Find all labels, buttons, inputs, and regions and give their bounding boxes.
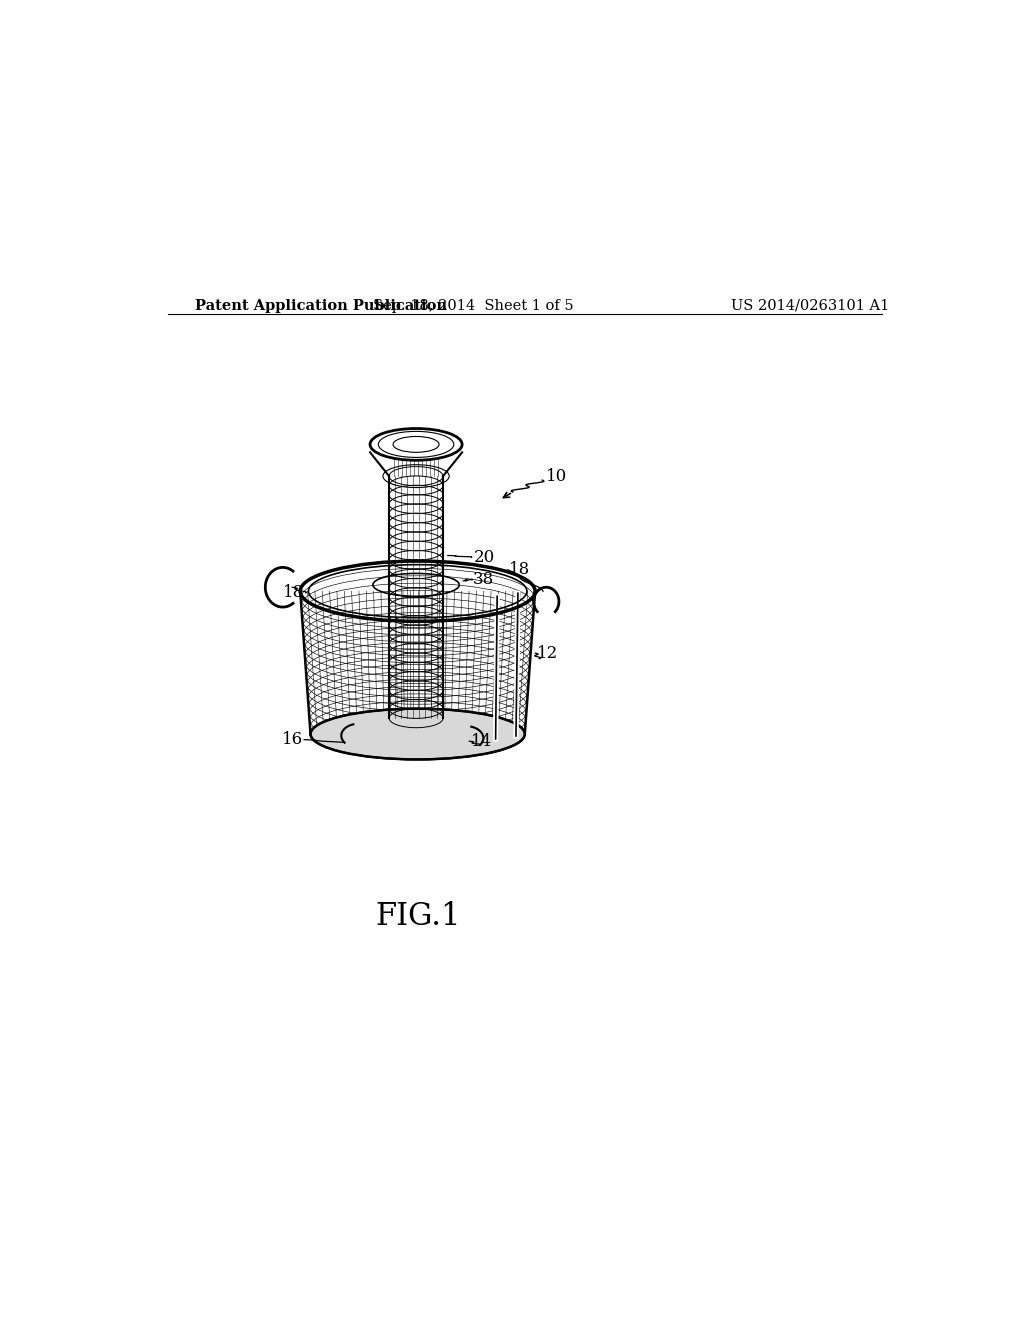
Text: US 2014/0263101 A1: US 2014/0263101 A1 (731, 298, 890, 313)
Ellipse shape (370, 429, 462, 461)
Text: 10: 10 (546, 467, 567, 484)
Text: Patent Application Publication: Patent Application Publication (196, 298, 447, 313)
Text: 14: 14 (471, 733, 493, 750)
Text: 18: 18 (509, 561, 530, 578)
Text: Sep. 18, 2014  Sheet 1 of 5: Sep. 18, 2014 Sheet 1 of 5 (373, 298, 573, 313)
Ellipse shape (310, 709, 524, 759)
Text: 12: 12 (537, 644, 558, 661)
Text: 16: 16 (282, 731, 303, 748)
Text: 20: 20 (474, 549, 496, 565)
Text: 18: 18 (283, 585, 304, 602)
Text: 38: 38 (473, 570, 495, 587)
Text: FIG.1: FIG.1 (375, 902, 461, 932)
